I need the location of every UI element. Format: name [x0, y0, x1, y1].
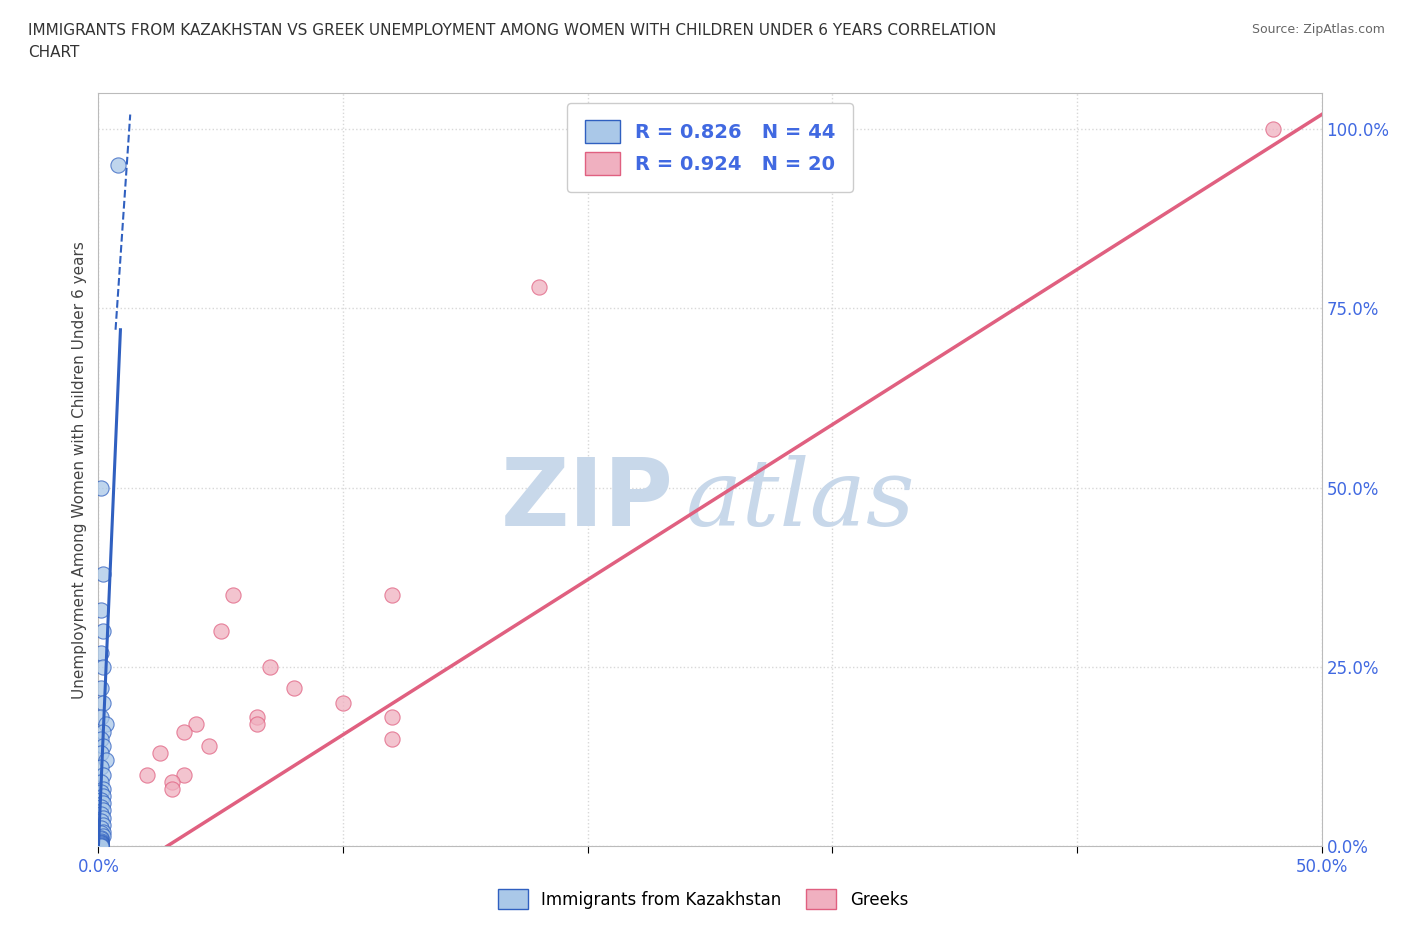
Point: [381, 710, 404, 724]
Point: [381, 731, 404, 746]
Point: [91, 796, 114, 811]
Point: [90, 792, 112, 807]
Point: [94, 717, 117, 732]
Point: [90, 814, 112, 829]
Point: [91, 738, 114, 753]
Point: [90, 839, 112, 854]
Legend: R = 0.826   N = 44, R = 0.924   N = 20: R = 0.826 N = 44, R = 0.924 N = 20: [567, 102, 853, 193]
Point: [91, 817, 114, 832]
Point: [246, 710, 269, 724]
Text: atlas: atlas: [686, 455, 915, 545]
Point: [90, 834, 112, 849]
Point: [90, 602, 112, 617]
Point: [91, 781, 114, 796]
Point: [91, 810, 114, 825]
Point: [91, 724, 114, 739]
Point: [90, 838, 112, 853]
Point: [90, 831, 112, 846]
Point: [107, 157, 129, 172]
Point: [209, 624, 232, 639]
Point: [91, 825, 114, 840]
Point: [90, 746, 112, 761]
Point: [94, 752, 117, 767]
Point: [246, 717, 269, 732]
Point: [527, 279, 550, 294]
Point: [90, 833, 112, 848]
Point: [91, 803, 114, 817]
Point: [91, 566, 114, 581]
Text: Source: ZipAtlas.com: Source: ZipAtlas.com: [1251, 23, 1385, 36]
Y-axis label: Unemployment Among Women with Children Under 6 years: Unemployment Among Women with Children U…: [72, 241, 87, 698]
Point: [91, 696, 114, 711]
Point: [90, 731, 112, 746]
Point: [90, 645, 112, 660]
Text: ZIP: ZIP: [501, 454, 673, 546]
Point: [160, 775, 183, 790]
Legend: Immigrants from Kazakhstan, Greeks: Immigrants from Kazakhstan, Greeks: [489, 881, 917, 917]
Point: [1261, 122, 1284, 137]
Point: [90, 835, 112, 850]
Point: [90, 800, 112, 815]
Point: [90, 836, 112, 851]
Text: IMMIGRANTS FROM KAZAKHSTAN VS GREEK UNEMPLOYMENT AMONG WOMEN WITH CHILDREN UNDER: IMMIGRANTS FROM KAZAKHSTAN VS GREEK UNEM…: [28, 23, 997, 38]
Point: [90, 806, 112, 821]
Point: [90, 821, 112, 836]
Point: [173, 724, 195, 739]
Point: [90, 760, 112, 775]
Point: [283, 681, 305, 696]
Point: [149, 746, 172, 761]
Point: [90, 681, 112, 696]
Point: [160, 781, 183, 796]
Point: [91, 624, 114, 639]
Text: CHART: CHART: [28, 45, 80, 60]
Point: [91, 767, 114, 782]
Point: [91, 828, 114, 843]
Point: [90, 837, 112, 852]
Point: [186, 717, 208, 732]
Point: [90, 826, 112, 841]
Point: [381, 588, 404, 603]
Point: [90, 785, 112, 800]
Point: [90, 830, 112, 845]
Point: [173, 767, 195, 782]
Point: [259, 659, 281, 674]
Point: [90, 480, 112, 495]
Point: [332, 696, 354, 711]
Point: [91, 789, 114, 804]
Point: [90, 775, 112, 790]
Point: [91, 659, 114, 674]
Point: [197, 738, 219, 753]
Point: [90, 710, 112, 724]
Point: [136, 767, 159, 782]
Point: [90, 837, 112, 852]
Point: [222, 588, 245, 603]
